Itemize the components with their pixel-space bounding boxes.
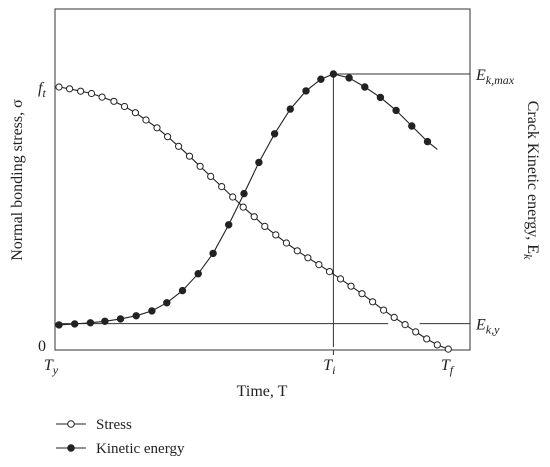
plot-frame xyxy=(54,8,471,351)
kinetic-energy-series-line xyxy=(58,73,438,326)
kinetic-energy-point-15 xyxy=(286,105,294,113)
y-axis-right-label: Crack Kinetic energy, Ek xyxy=(521,101,541,260)
legend-stress-label: Stress xyxy=(96,417,132,433)
y-left-tick-label-1-sub: t xyxy=(42,86,46,100)
y-left-tick-label-0-main: 0 xyxy=(38,338,46,355)
stress-point-15 xyxy=(218,183,226,191)
legend-stress-marker xyxy=(67,420,75,428)
stress-point-27 xyxy=(347,282,355,290)
kinetic-energy-point-13 xyxy=(255,158,263,167)
stress-point-7 xyxy=(131,109,139,117)
y-right-tick-label-1-main: E xyxy=(475,317,486,334)
stress-point-32 xyxy=(401,321,409,329)
y-axis-right-label-main: Crack Kinetic energy, E xyxy=(524,101,541,254)
kinetic-energy-point-16 xyxy=(302,87,310,95)
series-layer xyxy=(55,70,452,353)
kinetic-energy-point-0 xyxy=(55,321,63,329)
stress-point-5 xyxy=(110,97,118,105)
stress-point-26 xyxy=(336,275,345,283)
kinetic-energy-point-21 xyxy=(376,93,385,102)
stress-point-28 xyxy=(358,290,366,298)
kinetic-energy-point-12 xyxy=(240,189,248,198)
x-tick-label-1: Ti xyxy=(323,357,335,377)
x-tick-label-0-sub: y xyxy=(52,363,59,377)
kinetic-energy-point-9 xyxy=(194,270,202,278)
stress-point-1 xyxy=(66,85,74,93)
stress-point-11 xyxy=(175,142,183,150)
stress-point-20 xyxy=(272,231,280,239)
kinetic-energy-point-8 xyxy=(178,286,187,295)
kinetic-energy-point-18 xyxy=(329,70,338,78)
legend-kinetic-energy-marker xyxy=(67,444,75,452)
stress-point-8 xyxy=(142,116,150,124)
y-left-tick-label-1: ft xyxy=(38,80,46,100)
stress-point-9 xyxy=(153,124,161,132)
x-tick-label-1-sub: i xyxy=(332,363,335,377)
kinetic-energy-point-5 xyxy=(132,312,140,320)
stress-point-30 xyxy=(380,306,388,314)
kinetic-energy-point-10 xyxy=(209,249,217,258)
x-tick-label-2-main: T xyxy=(441,357,451,374)
y-right-tick-label-0-sub: k,max xyxy=(486,73,515,87)
kinetic-energy-point-19 xyxy=(345,74,353,82)
kinetic-energy-point-2 xyxy=(86,319,95,327)
x-axis-label: Time, T xyxy=(237,383,288,400)
kinetic-energy-point-3 xyxy=(101,317,109,325)
stress-point-25 xyxy=(325,268,334,276)
stress-point-4 xyxy=(98,93,106,101)
stress-point-13 xyxy=(196,162,204,170)
stress-point-29 xyxy=(369,298,377,306)
stress-point-36 xyxy=(444,345,452,353)
kinetic-energy-point-7 xyxy=(163,299,171,307)
stress-point-34 xyxy=(423,335,431,343)
stress-point-2 xyxy=(77,87,85,95)
kinetic-energy-point-11 xyxy=(225,221,233,229)
kinetic-energy-point-1 xyxy=(71,320,79,328)
stress-point-14 xyxy=(207,172,215,180)
stress-point-16 xyxy=(229,193,237,201)
y-right-tick-label-0: Ek,max xyxy=(475,67,515,87)
stress-point-33 xyxy=(412,328,420,336)
stress-point-19 xyxy=(261,222,269,230)
y-axis-left-label: Normal bonding stress, σ xyxy=(9,99,26,261)
x-tick-label-1-main: T xyxy=(323,357,333,374)
legend-kinetic-energy-label: Kinetic energy xyxy=(96,441,185,457)
kinetic-energy-point-22 xyxy=(392,106,400,115)
y-axis-right-label-sub: k xyxy=(521,254,535,260)
stress-point-18 xyxy=(250,213,258,221)
x-tick-label-2: Tf xyxy=(441,357,455,377)
kinetic-energy-point-14 xyxy=(270,130,279,138)
kinetic-energy-point-24 xyxy=(423,137,432,146)
y-right-tick-label-1-sub: k,y xyxy=(486,323,500,337)
stress-point-35 xyxy=(433,341,441,349)
stress-point-6 xyxy=(120,102,129,111)
stress-point-17 xyxy=(239,203,247,211)
y-left-tick-label-1-main: f xyxy=(38,80,45,97)
kinetic-energy-point-20 xyxy=(361,83,369,91)
kinetic-energy-point-17 xyxy=(317,75,325,83)
stress-point-10 xyxy=(164,133,172,141)
y-right-tick-label-0-main: E xyxy=(475,67,486,84)
x-tick-label-2-sub: f xyxy=(450,363,455,377)
stress-point-12 xyxy=(185,152,194,160)
kinetic-energy-point-4 xyxy=(116,315,125,323)
y-left-tick-label-0: 0 xyxy=(38,338,46,355)
legend: Stress Kinetic energy xyxy=(56,417,185,457)
stress-point-31 xyxy=(390,313,398,321)
stress-point-21 xyxy=(282,239,290,247)
y-right-tick-label-1: Ek,y xyxy=(475,317,500,337)
stress-point-3 xyxy=(87,89,96,98)
stress-point-22 xyxy=(293,247,301,255)
stress-point-0 xyxy=(55,83,63,91)
stress-point-23 xyxy=(304,254,312,262)
kinetic-energy-point-23 xyxy=(408,122,416,130)
guide-lines xyxy=(55,73,470,347)
kinetic-energy-point-6 xyxy=(148,307,156,315)
x-tick-label-0: Ty xyxy=(44,357,59,377)
stress-point-24 xyxy=(315,261,323,269)
x-tick-label-0-main: T xyxy=(44,357,54,374)
